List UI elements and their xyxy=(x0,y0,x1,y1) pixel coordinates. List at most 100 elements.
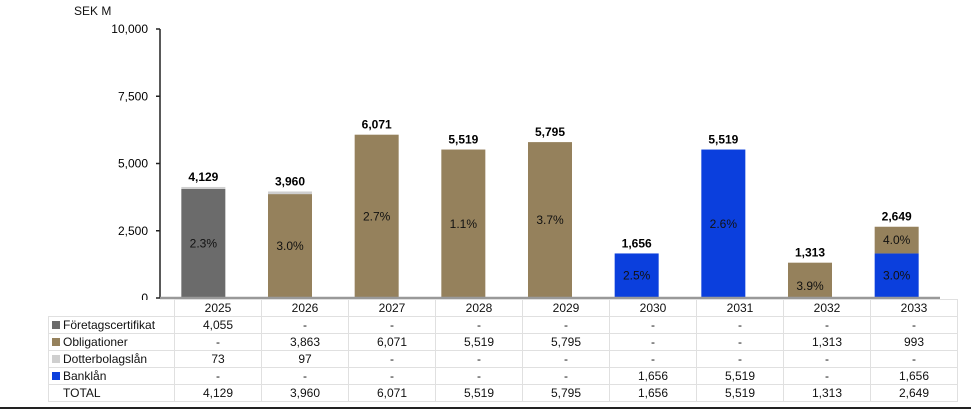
table-row: Banklån - - - - -1,656 5,519-1,656 xyxy=(48,367,958,385)
bar-rate-label: 3.0% xyxy=(276,239,304,253)
y-tick-label: 7,500 xyxy=(118,89,148,103)
bar-total-label: 6,071 xyxy=(362,118,392,132)
header-spacer xyxy=(49,300,175,317)
x-tick-label: 2033 xyxy=(870,299,958,317)
table-row: Företagscertifikat 4,055- - - - - - - - xyxy=(48,316,958,334)
legend-label: Företagscertifikat xyxy=(63,318,156,332)
bar-rate-label: 3.7% xyxy=(536,213,564,227)
y-tick-label: 5,000 xyxy=(118,157,148,171)
table-total-row: TOTAL 4,129 3,960 6,071 5,519 5,795 1,656 5,519… xyxy=(48,384,958,402)
table-cell: - xyxy=(348,350,436,368)
legend-entry: Banklån xyxy=(48,367,175,385)
table-cell: 73 xyxy=(174,350,262,368)
bar-total-label: 5,795 xyxy=(535,125,565,139)
table-cell: 4,055 xyxy=(174,316,262,334)
bar-total-label: 1,313 xyxy=(795,246,825,260)
table-cell: - xyxy=(174,367,262,385)
bar-rate-label: 3.0% xyxy=(883,269,911,283)
table-cell: - xyxy=(261,367,349,385)
bar-total-label: 4,129 xyxy=(188,170,218,184)
legend-swatch xyxy=(52,355,60,363)
table-cell: - xyxy=(522,316,610,334)
x-tick-label: 2029 xyxy=(522,299,610,317)
table-cell: - xyxy=(870,316,958,334)
table-cell: - xyxy=(522,350,610,368)
bar-total-label: 2,649 xyxy=(882,210,912,224)
table-row: Obligationer -3,863 6,071 5,519 5,795- -1,313… xyxy=(48,333,958,351)
bar-segment-obligationer xyxy=(354,134,399,298)
legend-label: Obligationer xyxy=(63,335,128,349)
legend-entry: Obligationer xyxy=(48,333,175,351)
table-cell: 993 xyxy=(870,333,958,351)
bar-rate-label: 2.3% xyxy=(190,236,218,250)
x-tick-label: 2032 xyxy=(783,299,871,317)
y-tick-label: 2,500 xyxy=(118,224,148,238)
table-cell: - xyxy=(609,350,697,368)
table-cell: 1,656 xyxy=(609,367,697,385)
table-cell: - xyxy=(435,316,523,334)
legend-swatch xyxy=(52,321,60,329)
y-axis-unit-label: SEK M xyxy=(74,4,112,18)
bar-segment-obligationer xyxy=(874,226,919,254)
bar-segment-banklån xyxy=(874,253,919,298)
bar-segment-dotterbolagslån xyxy=(181,186,226,189)
legend-entry: Dotterbolagslån xyxy=(48,350,175,368)
table-cell: - xyxy=(435,350,523,368)
table-cell: 6,071 xyxy=(348,333,436,351)
total-cell: 1,313 xyxy=(783,384,871,402)
total-cell: 2,649 xyxy=(870,384,958,402)
legend-label: Dotterbolagslån xyxy=(63,352,148,366)
total-cell: 6,071 xyxy=(348,384,436,402)
bar-total-label: 3,960 xyxy=(275,174,305,188)
table-cell: - xyxy=(609,316,697,334)
table-cell: 5,519 xyxy=(435,333,523,351)
total-cell: 1,656 xyxy=(609,384,697,402)
y-tick-label: 10,000 xyxy=(111,22,148,36)
table-cell: 5,795 xyxy=(522,333,610,351)
table-cell: 1,656 xyxy=(870,367,958,385)
table-cell: - xyxy=(870,350,958,368)
table-cell: - xyxy=(696,316,784,334)
table-cell: - xyxy=(783,367,871,385)
bar-rate-label: 4.0% xyxy=(883,233,911,247)
table-header-row: 2025 2026 2027 2028 2029 2030 2031 2032 2033 xyxy=(49,299,958,317)
table-cell: - xyxy=(696,333,784,351)
bar-segment-obligationer xyxy=(788,262,832,298)
bar-segment-banklån xyxy=(701,149,746,298)
bar-segment-företagscertifikat xyxy=(181,188,226,298)
table-cell: - xyxy=(348,316,436,334)
table-cell: - xyxy=(348,367,436,385)
table-cell: - xyxy=(522,367,610,385)
bar-segment-obligationer xyxy=(441,149,486,298)
bar-segment-obligationer xyxy=(528,142,572,298)
bar-rate-label: 3.9% xyxy=(796,279,824,293)
table-cell: 3,863 xyxy=(261,333,349,351)
x-tick-label: 2028 xyxy=(435,299,523,317)
y-tick-label: 0 xyxy=(141,291,148,300)
bottom-divider xyxy=(0,407,971,409)
bar-total-label: 5,519 xyxy=(448,133,478,147)
bar-chart: 0 2,500 5,000 7,500 10,000 4,129 2.3% 3,960 3.0%… xyxy=(111,22,940,300)
x-tick-label: 2025 xyxy=(174,299,262,317)
table-cell: - xyxy=(261,316,349,334)
table-row: Dotterbolagslån 73 97- - - - - - - xyxy=(48,350,958,368)
x-tick-label: 2026 xyxy=(261,299,349,317)
table-cell: - xyxy=(174,333,262,351)
total-cell: 5,519 xyxy=(435,384,523,402)
bar-total-label: 5,519 xyxy=(708,133,738,147)
total-cell: 5,795 xyxy=(522,384,610,402)
bar-total-label: 1,656 xyxy=(622,236,652,250)
legend-swatch xyxy=(52,372,60,380)
table-cell: - xyxy=(783,350,871,368)
total-cell: 5,519 xyxy=(696,384,784,402)
x-tick-label: 2031 xyxy=(696,299,784,317)
bar-segment-banklån xyxy=(614,253,659,298)
total-cell: 3,960 xyxy=(261,384,349,402)
table-cell: 5,519 xyxy=(696,367,784,385)
bar-rate-label: 1.1% xyxy=(450,217,478,231)
total-label: TOTAL xyxy=(48,384,175,402)
table-cell: 97 xyxy=(261,350,349,368)
table-cell: - xyxy=(609,333,697,351)
bar-segment-obligationer xyxy=(268,194,312,298)
